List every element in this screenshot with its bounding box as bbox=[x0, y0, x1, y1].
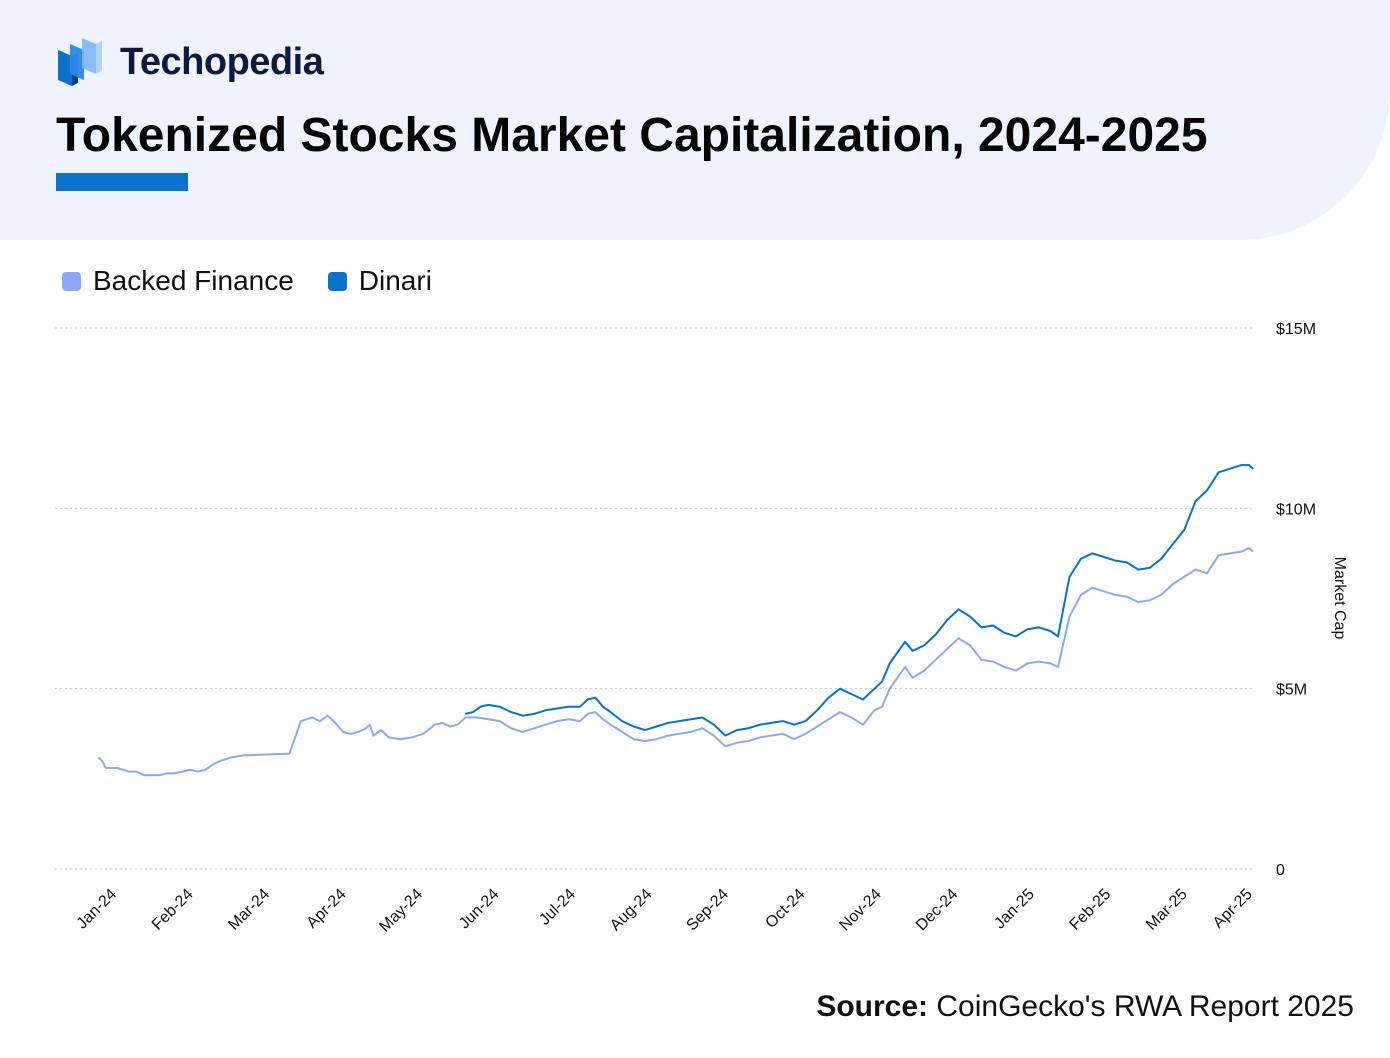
x-tick-label: Dec-24 bbox=[913, 886, 962, 935]
gridlines bbox=[55, 327, 1253, 870]
x-tick-label: Jul-24 bbox=[536, 886, 579, 929]
series-lines bbox=[97, 464, 1254, 777]
source-label: Source: bbox=[816, 990, 929, 1023]
legend-item-backed-finance: Backed Finance bbox=[62, 265, 294, 297]
legend-label-dinari: Dinari bbox=[358, 265, 432, 296]
x-tick-label: Feb-25 bbox=[1066, 886, 1114, 934]
legend-item-dinari: Dinari bbox=[327, 265, 432, 297]
x-tick-label: Feb-24 bbox=[149, 886, 197, 934]
legend-swatch-dinari bbox=[327, 271, 347, 291]
x-tick-label: Apr-24 bbox=[304, 886, 350, 932]
header-band bbox=[0, 0, 1390, 240]
x-tick-label: Jun-24 bbox=[456, 886, 503, 933]
x-tick-label: Oct-24 bbox=[762, 886, 808, 932]
x-tick-label: Jan-25 bbox=[991, 886, 1038, 933]
y-axis-ticks: 0 $5M $10M $15M bbox=[1276, 321, 1316, 879]
x-tick-label: Aug-24 bbox=[607, 886, 656, 935]
brand-name: Techopedia bbox=[120, 40, 324, 83]
techopedia-logo-icon bbox=[58, 38, 102, 86]
x-tick-label: May-24 bbox=[376, 886, 426, 936]
x-tick-label: Sep-24 bbox=[683, 886, 732, 935]
title-accent-bar bbox=[56, 173, 188, 191]
page-title: Tokenized Stocks Market Capitalization, … bbox=[56, 109, 1208, 162]
y-tick-label: $15M bbox=[1276, 321, 1316, 338]
legend-label-backed-finance: Backed Finance bbox=[93, 265, 294, 296]
series-line-dinari bbox=[465, 464, 1254, 737]
source-text: CoinGecko's RWA Report 2025 bbox=[936, 990, 1354, 1023]
source-note: Source: CoinGecko's RWA Report 2025 bbox=[816, 990, 1354, 1024]
x-tick-label: Apr-25 bbox=[1210, 886, 1256, 932]
x-tick-label: Mar-24 bbox=[225, 886, 273, 934]
series-line-backed-finance bbox=[97, 547, 1254, 777]
x-tick-label: Jan-24 bbox=[74, 886, 121, 933]
x-axis-ticks: Jan-24 Feb-24 Mar-24 Apr-24 May-24 Jun-24 Jul-… bbox=[74, 886, 1256, 936]
x-tick-label: Mar-25 bbox=[1143, 886, 1191, 934]
y-tick-label: $10M bbox=[1276, 501, 1316, 518]
y-tick-label: 0 bbox=[1276, 862, 1285, 879]
chart-legend: Backed Finance Dinari bbox=[62, 265, 432, 297]
legend-swatch-backed-finance bbox=[62, 271, 81, 291]
x-tick-label: Nov-24 bbox=[836, 886, 885, 935]
y-axis-label: Market Cap bbox=[1331, 557, 1348, 640]
brand-logo: Techopedia bbox=[56, 36, 324, 88]
y-tick-label: $5M bbox=[1276, 682, 1307, 699]
